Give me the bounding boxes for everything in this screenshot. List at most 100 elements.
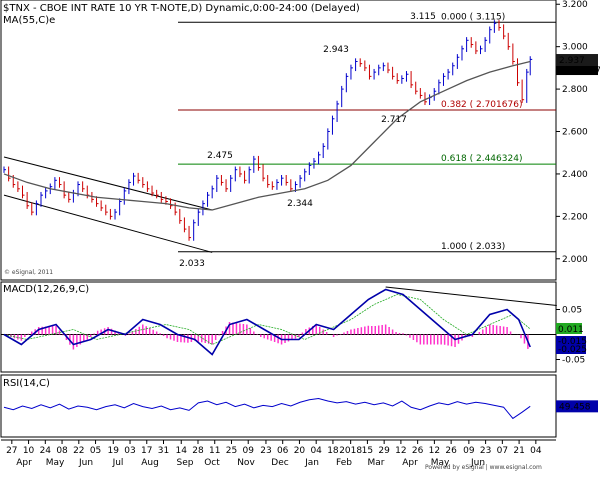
day-label: 25 [226,446,237,456]
day-label: 26 [445,446,457,456]
price-annotation: 3.115 [410,12,436,22]
month-label: Sep [177,458,194,468]
trend-lines [3,156,557,306]
price-ytick-label: 2.000 [562,255,588,265]
macd-ytick-label: -0.05 [562,356,585,366]
price-annotation: 2.344 [287,199,313,209]
month-label: Mar [368,458,385,468]
day-label: 03 [124,446,135,456]
day-label: 2018 [339,446,362,456]
channel-lower-line [3,194,213,253]
day-label: 06 [277,446,289,456]
macd-divergence-line [385,286,557,306]
panel-frames [0,0,557,441]
day-label: 05 [90,446,101,456]
day-label: 17 [141,446,152,456]
day-label: 23 [260,446,271,456]
price-ytick-label: 2.200 [562,212,588,222]
month-label: Aug [141,458,159,468]
month-label: Jun [78,458,93,468]
rsi-value-box [556,400,598,413]
price-title: $TNX - CBOE INT RATE 10 YR T-NOTE,D) Dyn… [3,3,360,14]
macd-value-a: -0.015 [558,337,587,347]
month-label: Apr [402,458,418,468]
day-label: 26 [412,446,424,456]
month-label: Nov [237,458,255,468]
month-label: May [46,458,65,468]
day-label: 04 [530,446,542,456]
macd-ytick-label: 0.05 [562,306,582,316]
ma-line [3,60,531,211]
label-group: 2.000 2.200 2.400 2.600 2.800 3.000 3.200 0.000… [6,0,600,468]
fib-levels [178,21,556,253]
day-label: 09 [242,446,254,456]
channel-upper-line [3,156,213,211]
rsi-title: RSI(14,C) [3,378,50,389]
macd-title: MACD(12,26,9,C) [3,284,89,295]
month-label: Oct [204,458,220,468]
day-label: 27 [6,446,17,456]
rsi-value-label: 49.458 [559,402,591,412]
prev-value-box [556,64,598,76]
price-annotation: 2.717 [381,115,407,125]
macd-value-box [556,336,586,354]
macd-signal-value: 0.011 [558,325,584,335]
price-ytick-label: 3.000 [562,43,588,53]
month-label: Dec [271,458,288,468]
day-label: 14 [176,446,188,456]
fib-label: 0.000 ( 3.115) [441,12,505,22]
fib-label: 0.382 ( 2.701676) [441,100,522,110]
day-label: 29 [378,446,390,456]
prev-value-label: 2.906877 [558,66,600,76]
day-label: 21 [513,446,524,456]
month-label: May [431,458,450,468]
day-label: 18 [327,446,339,456]
day-label: 24 [40,446,52,456]
day-label: 07 [497,446,508,456]
price-annotation: 2.475 [207,151,233,161]
day-label: 12 [395,446,406,456]
panel-frame-rsi [0,374,557,438]
grid-lines [1,3,560,444]
price-ytick-label: 3.200 [562,0,588,10]
price-annotation: 2.033 [179,259,205,269]
price-ytick-label: 2.600 [562,128,588,138]
day-label: 12 [429,446,440,456]
day-label: 19 [108,446,120,456]
text-group: $TNX - CBOE INT RATE 10 YR T-NOTE,D) Dyn… [3,3,542,471]
day-label: 31 [158,446,169,456]
price-ytick-label: 2.400 [562,170,588,180]
macd-line [3,288,531,356]
day-label: 09 [463,446,475,456]
macd-signal-box [556,323,582,334]
day-label: 20 [294,446,306,456]
macd-value-b: -0.025 [558,345,587,355]
panel-frame-macd [0,281,557,373]
month-label: Feb [336,458,352,468]
month-label: Apr [16,458,32,468]
month-label: Jun [470,458,485,468]
day-label: 10 [23,446,35,456]
day-label: 22 [73,446,84,456]
price-annotation: 2.943 [323,45,349,55]
price-ytick-label: 2.800 [562,85,588,95]
watermark: © eSignal, 2011 [4,269,53,276]
current-value-label: 2.937 [559,56,585,66]
panel-frame-price [0,0,557,281]
day-label: 11 [209,446,220,456]
series-group [3,20,533,420]
fib-label: 0.618 ( 2.446324) [441,154,522,164]
day-label: 08 [56,446,68,456]
day-label: 15 [362,446,373,456]
day-label: 23 [480,446,491,456]
rsi-line [3,398,531,420]
current-value-box [556,54,598,67]
month-label: Jul [112,458,124,468]
month-label: Jan [304,458,319,468]
footer-text: Powered by eSignal | www.esignal.com [425,464,542,471]
ma-label: MA(55,C)e [3,15,55,26]
fib-label: 1.000 ( 2.033) [441,242,505,252]
day-label: 04 [310,446,322,456]
